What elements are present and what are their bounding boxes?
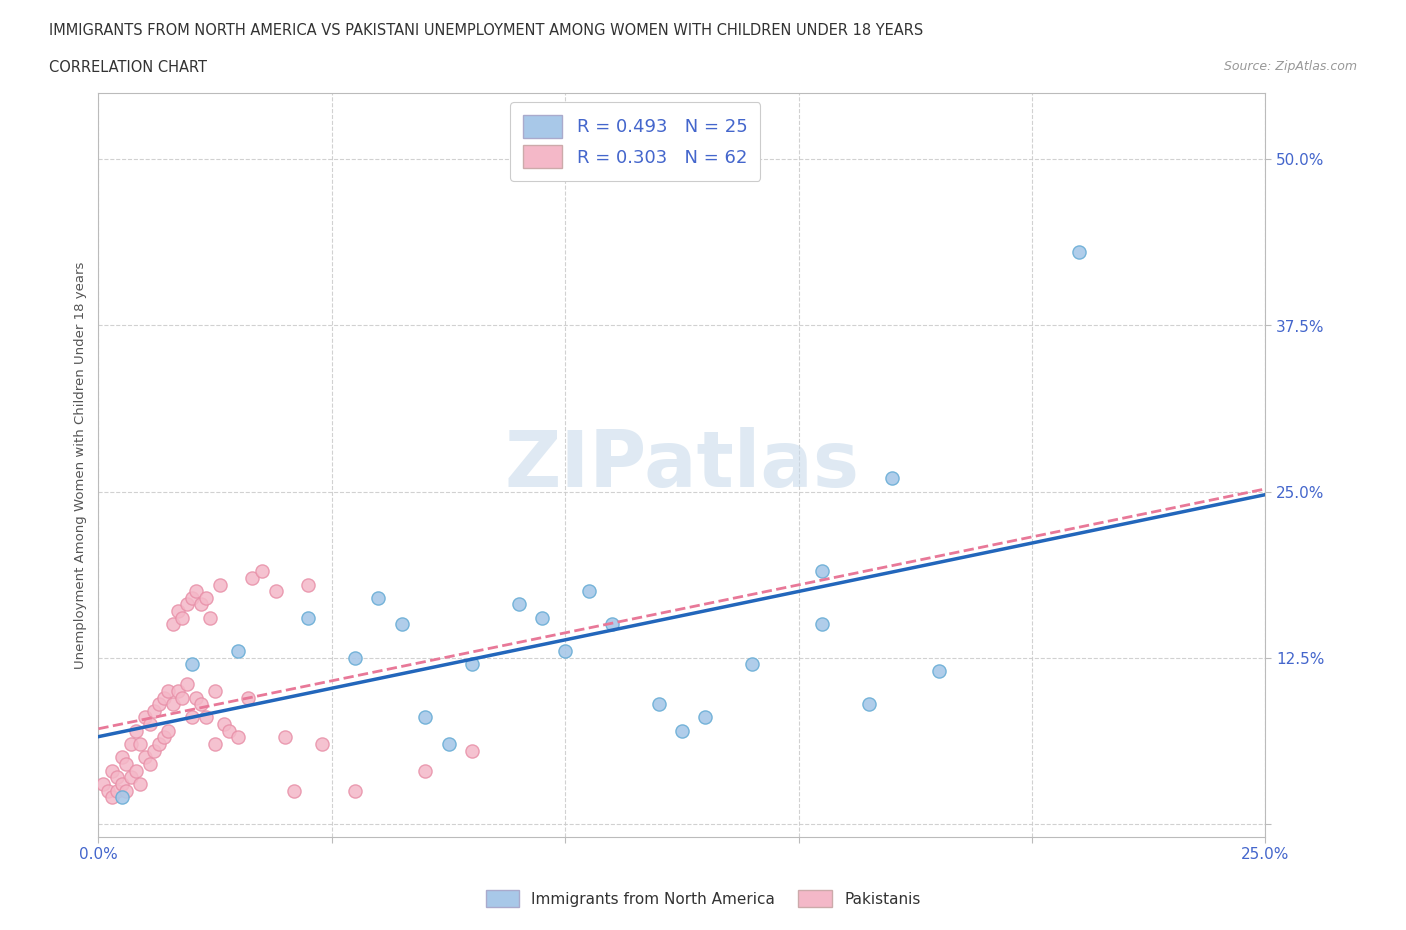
Point [143, 703, 166, 718]
Point [1067, 245, 1090, 259]
Text: CORRELATION CHART: CORRELATION CHART [49, 60, 207, 75]
Point [858, 697, 880, 711]
Point [105, 783, 128, 798]
Point [152, 730, 174, 745]
Point [129, 737, 152, 751]
Point [125, 724, 148, 738]
Point [111, 777, 134, 791]
Point [461, 743, 484, 758]
Point [344, 650, 367, 665]
Point [172, 610, 194, 625]
Point [236, 690, 259, 705]
Point [97, 783, 120, 798]
Point [162, 617, 184, 631]
Point [105, 770, 128, 785]
Point [194, 591, 217, 605]
Point [115, 756, 138, 771]
Point [111, 750, 134, 764]
Point [186, 584, 208, 599]
Text: Source: ZipAtlas.com: Source: ZipAtlas.com [1223, 60, 1357, 73]
Point [214, 717, 236, 732]
Point [264, 584, 287, 599]
Point [461, 657, 484, 671]
Point [204, 737, 226, 751]
Point [120, 737, 142, 751]
Point [176, 677, 198, 692]
Point [120, 770, 142, 785]
Point [578, 584, 600, 599]
Point [297, 610, 319, 625]
Legend: Immigrants from North America, Pakistanis: Immigrants from North America, Pakistani… [479, 884, 927, 913]
Point [204, 684, 226, 698]
Point [811, 564, 834, 578]
Text: ZIPatlas: ZIPatlas [505, 427, 859, 503]
Point [172, 690, 194, 705]
Point [367, 591, 389, 605]
Point [162, 697, 184, 711]
Point [139, 717, 162, 732]
Point [228, 644, 250, 658]
Point [152, 690, 174, 705]
Point [176, 597, 198, 612]
Point [186, 690, 208, 705]
Point [218, 724, 240, 738]
Point [695, 710, 717, 724]
Point [166, 604, 188, 618]
Point [530, 610, 553, 625]
Point [311, 737, 333, 751]
Point [139, 756, 162, 771]
Point [125, 764, 148, 778]
Point [134, 710, 156, 724]
Point [129, 777, 152, 791]
Point [190, 597, 212, 612]
Point [671, 724, 693, 738]
Point [101, 790, 124, 804]
Point [115, 783, 138, 798]
Point [647, 697, 669, 711]
Point [554, 644, 576, 658]
Point [297, 578, 319, 592]
Y-axis label: Unemployment Among Women with Children Under 18 years: Unemployment Among Women with Children U… [75, 261, 87, 669]
Point [413, 764, 436, 778]
Point [111, 790, 134, 804]
Point [134, 750, 156, 764]
Point [166, 684, 188, 698]
Point [344, 783, 367, 798]
Point [811, 617, 834, 631]
Point [180, 591, 202, 605]
Point [180, 657, 202, 671]
Point [208, 578, 231, 592]
Point [283, 783, 305, 798]
Point [274, 730, 297, 745]
Point [157, 684, 180, 698]
Legend: R = 0.493   N = 25, R = 0.303   N = 62: R = 0.493 N = 25, R = 0.303 N = 62 [510, 102, 761, 181]
Point [391, 617, 413, 631]
Point [508, 597, 530, 612]
Point [101, 764, 124, 778]
Point [157, 724, 180, 738]
Point [880, 471, 903, 485]
Point [250, 564, 273, 578]
Point [91, 777, 114, 791]
Point [928, 663, 950, 678]
Point [148, 737, 170, 751]
Point [741, 657, 763, 671]
Point [180, 710, 202, 724]
Point [148, 697, 170, 711]
Point [228, 730, 250, 745]
Point [413, 710, 436, 724]
Point [242, 570, 264, 585]
Text: IMMIGRANTS FROM NORTH AMERICA VS PAKISTANI UNEMPLOYMENT AMONG WOMEN WITH CHILDRE: IMMIGRANTS FROM NORTH AMERICA VS PAKISTA… [49, 23, 924, 38]
Point [143, 743, 166, 758]
Point [437, 737, 460, 751]
Point [200, 610, 222, 625]
Point [194, 710, 217, 724]
Point [190, 697, 212, 711]
Point [600, 617, 623, 631]
